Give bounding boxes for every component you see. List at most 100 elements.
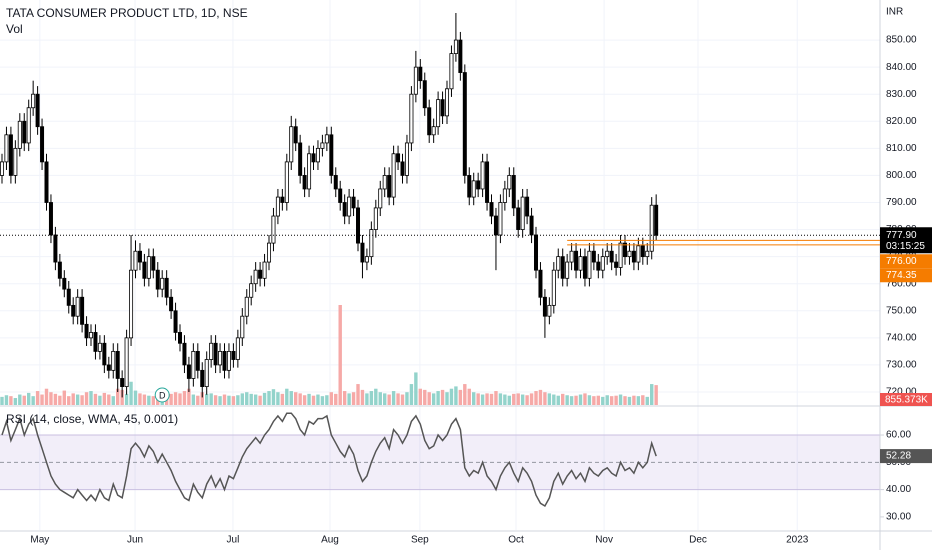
- y-tick-label: 830.00: [886, 89, 917, 100]
- x-tick-label: 2023: [786, 535, 809, 546]
- candle-body: [502, 188, 507, 203]
- candle-body: [120, 378, 125, 387]
- volume-bar: [138, 393, 142, 405]
- volume-bar: [645, 396, 649, 405]
- candle-body: [636, 245, 641, 263]
- volume-bar: [525, 395, 529, 405]
- y-tick-label: 800.00: [886, 170, 917, 181]
- candle-body: [48, 202, 53, 236]
- candle-body: [333, 175, 338, 190]
- candle-body: [534, 234, 539, 271]
- volume-bar: [578, 394, 583, 405]
- volume-bar: [605, 395, 609, 405]
- candle-body: [471, 180, 476, 198]
- candle-body: [551, 269, 556, 306]
- candle-body: [191, 350, 196, 379]
- y-tick-label: 840.00: [886, 62, 917, 73]
- rsi-label: RSI (14, close, WMA, 45, 0.001): [6, 412, 178, 426]
- x-tick-label: Aug: [321, 535, 339, 546]
- candle-body: [200, 369, 205, 387]
- candle-body: [137, 250, 142, 263]
- candle-body: [0, 161, 5, 176]
- volume-bar: [49, 392, 53, 405]
- candle-body: [173, 310, 178, 333]
- candle-body: [160, 277, 165, 290]
- volume-bar: [365, 393, 369, 405]
- volume-bar: [467, 388, 471, 405]
- volume-bar: [294, 392, 298, 405]
- volume-bar: [347, 393, 351, 405]
- volume-bar: [556, 395, 560, 405]
- candle-body: [307, 153, 312, 190]
- candle-body: [569, 250, 574, 263]
- level-label: 774.35: [886, 270, 917, 281]
- volume-bar: [9, 396, 13, 405]
- candle-body: [302, 175, 307, 190]
- candle-body: [35, 93, 40, 128]
- overlays: 720.00730.00740.00750.00760.00770.00780.…: [0, 35, 932, 546]
- volume-bar: [285, 388, 289, 405]
- candle-body: [26, 107, 31, 144]
- rsi-band: [0, 435, 880, 490]
- candle-body: [587, 250, 592, 279]
- candle-body: [511, 175, 516, 209]
- x-tick-label: Jul: [227, 535, 240, 546]
- candle-body: [476, 180, 481, 190]
- candle-body: [467, 175, 472, 198]
- candle-body: [360, 242, 365, 263]
- volume-bar: [454, 386, 458, 405]
- volume-bar: [569, 396, 574, 405]
- candle-body: [373, 207, 378, 230]
- x-tick-label: Dec: [689, 535, 707, 546]
- candle-body: [391, 153, 396, 198]
- volume-bar: [507, 395, 512, 405]
- volume-bar: [18, 394, 22, 405]
- volume-bar: [480, 394, 485, 405]
- candle-body: [538, 269, 543, 298]
- candle-body: [400, 161, 405, 176]
- candle-body: [22, 120, 27, 144]
- volume-bar: [472, 392, 476, 405]
- candle-body: [124, 337, 129, 387]
- volume-bar: [516, 393, 520, 405]
- volume-bar: [632, 395, 636, 405]
- candle-body: [591, 250, 596, 263]
- volume-bar: [445, 392, 449, 405]
- volume-label: Vol: [6, 22, 23, 36]
- candle-body: [565, 261, 570, 279]
- candle-body: [627, 250, 632, 258]
- volume-bar: [80, 395, 84, 405]
- candle-body: [525, 196, 530, 217]
- volume-bar: [62, 390, 67, 405]
- volume-bar: [609, 396, 614, 405]
- volume-bar: [565, 395, 569, 405]
- candle-body: [342, 202, 347, 217]
- volume-bar: [320, 396, 325, 405]
- candle-body: [155, 269, 160, 290]
- candle-body: [645, 250, 650, 258]
- candle-body: [396, 153, 401, 163]
- volume-bar: [253, 394, 258, 405]
- volume-bar: [222, 394, 227, 405]
- volume-bar: [463, 384, 467, 405]
- level-box: [880, 268, 932, 283]
- volume-bar: [476, 393, 480, 405]
- volume-bar: [636, 396, 641, 405]
- candle-body: [40, 126, 45, 163]
- volume-bar: [27, 392, 31, 405]
- volume-bar: [302, 395, 307, 405]
- volume-bar: [583, 393, 587, 405]
- candle-body: [431, 126, 436, 136]
- y-tick-label: 810.00: [886, 143, 917, 154]
- candle-body: [582, 256, 587, 279]
- candle-body: [618, 242, 623, 268]
- candle-body: [498, 202, 503, 236]
- candle-body: [600, 256, 605, 271]
- volume-bar: [405, 392, 409, 405]
- volume-bar: [436, 391, 440, 405]
- volume-bar: [71, 393, 75, 405]
- candle-body: [369, 229, 374, 258]
- volume-bar: [196, 395, 200, 405]
- candle-body: [284, 161, 289, 203]
